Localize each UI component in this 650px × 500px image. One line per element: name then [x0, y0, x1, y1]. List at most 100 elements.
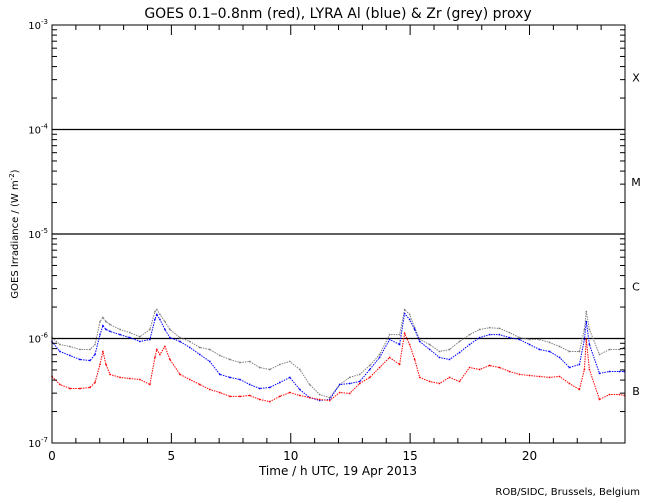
data-point — [289, 360, 291, 363]
data-point — [129, 336, 131, 339]
data-point — [413, 358, 416, 361]
data-point — [258, 387, 261, 390]
data-point — [219, 391, 221, 394]
data-point — [378, 353, 381, 356]
data-point — [623, 370, 626, 373]
data-point — [369, 368, 371, 371]
data-point — [358, 373, 361, 376]
data-point — [79, 348, 81, 351]
data-point — [428, 380, 431, 383]
x-tick-label: 20 — [522, 449, 537, 463]
data-point — [488, 364, 491, 367]
data-point — [149, 338, 151, 341]
data-point — [458, 340, 461, 343]
data-point — [164, 328, 166, 331]
data-point — [69, 354, 71, 357]
data-point — [458, 351, 461, 354]
x-tick-label: 15 — [402, 449, 417, 463]
data-point — [585, 310, 588, 313]
data-point — [338, 391, 341, 394]
data-point — [318, 398, 321, 401]
data-point — [159, 318, 161, 321]
data-point — [248, 360, 251, 363]
data-point — [403, 312, 406, 315]
data-point — [119, 376, 121, 379]
axis-ticks — [51, 25, 626, 444]
data-point — [258, 398, 261, 401]
data-point — [498, 366, 501, 369]
axis-labels: 0 5 10 15 20 10-7 10-6 10-5 10-4 10-3 X M C B — [28, 18, 640, 463]
y-tick-label: 10-5 — [28, 227, 48, 241]
data-point — [568, 366, 571, 369]
data-point — [299, 394, 301, 397]
data-point — [209, 348, 211, 351]
data-point — [229, 376, 231, 379]
data-point — [448, 376, 451, 379]
y-axis-label: GOES Irradiance / (W m-2) — [8, 169, 21, 298]
data-point — [585, 320, 588, 323]
data-point — [119, 333, 121, 336]
data-point — [408, 318, 411, 321]
data-point — [438, 350, 441, 353]
data-point — [79, 358, 81, 361]
data-point — [318, 399, 321, 402]
data-point — [478, 336, 481, 339]
data-point — [358, 380, 361, 383]
data-point — [583, 338, 586, 341]
data-point — [488, 326, 491, 329]
data-point — [538, 348, 541, 351]
data-point — [99, 333, 101, 336]
data-point — [169, 328, 171, 331]
data-point — [598, 372, 601, 375]
data-point — [448, 358, 451, 361]
data-point — [179, 336, 181, 339]
data-point — [578, 363, 581, 366]
data-point — [59, 350, 61, 353]
data-point — [239, 395, 241, 398]
reference-lines — [52, 128, 625, 340]
data-point — [268, 386, 271, 389]
data-point — [548, 376, 551, 379]
data-point — [268, 400, 271, 403]
series-lyra-zr-proxy-grey- — [51, 308, 626, 399]
data-point — [428, 343, 431, 346]
flare-class-label: C — [632, 280, 640, 293]
data-point — [618, 393, 621, 396]
data-point — [308, 383, 311, 386]
series-line — [51, 312, 625, 402]
y-tick-label: 10-7 — [28, 436, 48, 450]
data-point — [418, 338, 421, 341]
data-point — [388, 333, 391, 336]
data-point — [189, 340, 191, 343]
data-point — [369, 364, 371, 367]
data-point — [199, 346, 201, 349]
data-point — [378, 356, 381, 359]
y-tick-label: 10-3 — [28, 18, 48, 32]
data-point — [378, 366, 381, 369]
data-point — [408, 313, 411, 316]
data-point — [558, 375, 561, 378]
data-point — [568, 350, 571, 353]
data-point — [279, 395, 281, 398]
data-point — [109, 323, 111, 326]
x-tick-label: 5 — [168, 449, 176, 463]
data-point — [109, 330, 111, 333]
data-point — [598, 398, 601, 401]
data-point — [268, 368, 271, 371]
data-point — [99, 363, 101, 366]
data-point — [538, 338, 541, 341]
data-point — [413, 326, 416, 329]
data-point — [89, 386, 91, 389]
data-point — [413, 328, 416, 331]
data-point — [105, 320, 107, 323]
series-goes-0-1-0-8nm-red- — [51, 331, 626, 403]
data-point — [403, 308, 406, 311]
data-point — [102, 316, 104, 319]
data-point — [328, 399, 331, 402]
data-point — [89, 359, 91, 362]
data-point — [398, 333, 401, 336]
data-point — [518, 338, 521, 341]
flare-class-label: M — [631, 176, 641, 189]
data-point — [94, 353, 96, 356]
data-point — [239, 378, 241, 381]
